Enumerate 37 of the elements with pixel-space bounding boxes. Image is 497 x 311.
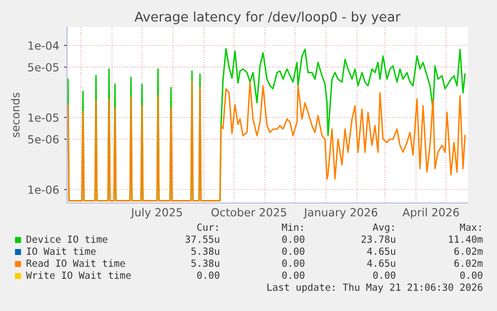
y-tick-label: 1e-06 (28, 185, 59, 194)
text: Avg: (372, 224, 394, 233)
text: 23.78u (362, 235, 396, 243)
y-tick-label: 1e-04 (28, 41, 59, 50)
text: Max: (460, 224, 481, 231)
x-tick-label: April 2026 (402, 208, 459, 219)
text: 5.38u (191, 259, 220, 267)
text: Last update: Thu May 21 21:06:30 2026 (267, 283, 482, 293)
text: 0.00 (282, 247, 304, 255)
text: 6.02m (454, 259, 483, 267)
y-tick-label: 1e-05 (28, 113, 58, 122)
x-tick-label: October 2025 (211, 208, 286, 216)
legend-label: Read IO Wait time (26, 259, 125, 267)
legend-label: IO Wait time (26, 247, 96, 255)
text: 0.00 (282, 271, 304, 279)
legend-label: Device IO time (26, 235, 108, 243)
text: 4.65u (367, 259, 396, 267)
text: 0.00 (373, 271, 396, 279)
y-tick-label: 5e-05 (28, 63, 58, 72)
text: 11.40m (449, 235, 483, 243)
x-tick-label: January 2026 (303, 208, 378, 219)
y-axis-title: seconds (11, 92, 20, 138)
text: 37.55u (186, 235, 220, 243)
text: 6.02m (454, 247, 483, 255)
text: 0.00 (197, 271, 220, 279)
text: 0.00 (282, 235, 304, 243)
text: 4.65u (367, 247, 396, 255)
text: 5.38u (191, 247, 220, 255)
text: Min: (282, 223, 303, 231)
y-tick-label: 5e-06 (28, 135, 59, 144)
text: Cur: (197, 223, 218, 231)
x-tick-label: July 2025 (130, 208, 182, 219)
legend-label: Write IO Wait time (26, 271, 131, 279)
text: 0.00 (282, 259, 304, 267)
line-series (67, 81, 466, 202)
text: 0.00 (460, 271, 482, 279)
chart-title: Average latency for /dev/loop0 - by year (134, 11, 401, 24)
